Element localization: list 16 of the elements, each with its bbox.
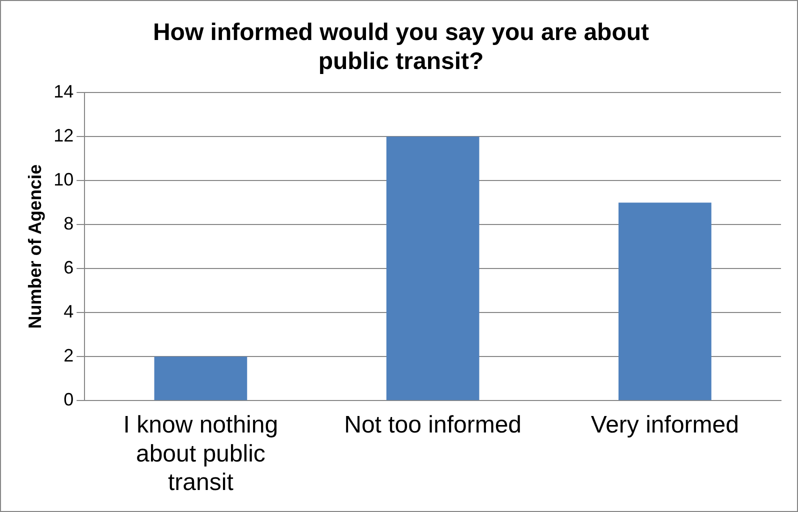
x-tick-label: Not too informed [344, 412, 522, 439]
y-tick-label: 14 [54, 82, 74, 102]
bar [618, 202, 712, 400]
chart-title: How informed would you say you are about public transit? [152, 19, 650, 75]
y-tick-label: 10 [54, 170, 74, 190]
y-axis-title: Number of Agencie [24, 164, 45, 329]
bar [154, 356, 248, 400]
y-tick-label: 8 [64, 214, 74, 234]
y-tick-label: 4 [64, 302, 74, 322]
y-tick-label: 0 [64, 390, 74, 410]
x-tick-label: I know nothing about public transit [123, 412, 278, 496]
y-tick-label: 2 [64, 346, 74, 366]
y-tick-label: 12 [54, 126, 74, 146]
x-tick-label: Very informed [590, 412, 739, 439]
bar [386, 136, 480, 400]
y-tick-label: 6 [64, 258, 74, 278]
